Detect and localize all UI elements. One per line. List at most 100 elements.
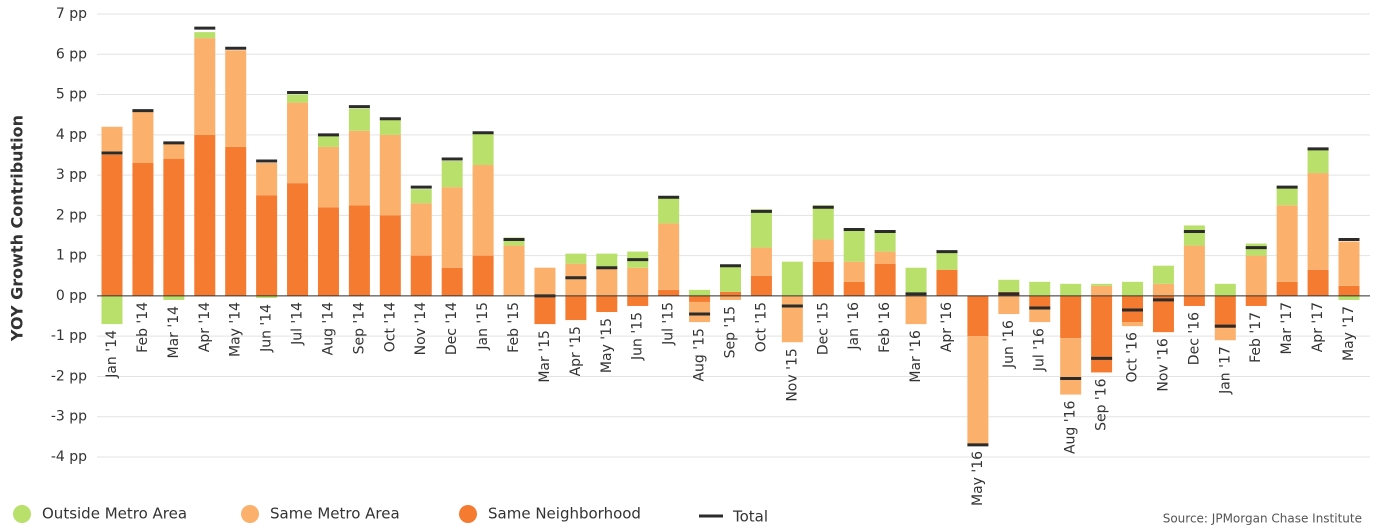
bar-segment xyxy=(256,295,278,298)
x-tick-label: Nov '15 xyxy=(784,348,800,401)
bar-segment xyxy=(1276,281,1298,296)
x-tick-label: Feb '16 xyxy=(877,302,893,353)
bar-segment xyxy=(441,187,463,268)
bar-segment xyxy=(1152,265,1174,284)
bar-segment xyxy=(503,245,525,296)
legend-swatch xyxy=(13,505,31,523)
y-tick-label: 0 pp xyxy=(56,288,87,304)
x-tick-label: Feb '14 xyxy=(135,302,151,353)
x-tick-label: May '16 xyxy=(970,451,986,506)
y-tick-label: 3 pp xyxy=(56,167,87,183)
x-tick-label: Mar '15 xyxy=(537,330,553,383)
bar-segment xyxy=(534,267,556,296)
x-tick-label: Oct '15 xyxy=(753,302,769,352)
bar-segment xyxy=(1122,281,1144,296)
x-tick-label: Nov '16 xyxy=(1155,338,1171,392)
x-tick-label: Aug '15 xyxy=(692,328,708,381)
bar-segment xyxy=(348,130,370,206)
bar-segment xyxy=(472,132,494,166)
bar-segment xyxy=(1060,338,1082,395)
bar-segment xyxy=(565,295,587,321)
bar-segment xyxy=(1276,205,1298,282)
bar-segment xyxy=(287,94,309,103)
x-tick-label: Jul '16 xyxy=(1032,328,1048,372)
bar-segment xyxy=(1091,283,1113,286)
bar-segment xyxy=(534,295,556,325)
x-tick-label: Apr '17 xyxy=(1310,302,1326,352)
bar-segment xyxy=(1214,283,1236,296)
bar-segment xyxy=(565,263,587,296)
bar-segment xyxy=(101,295,123,325)
bar-segment xyxy=(1152,283,1174,296)
bar-segment xyxy=(317,146,339,208)
bar-segment xyxy=(1245,243,1267,256)
bar-segment xyxy=(132,163,154,296)
x-tick-label: Feb '17 xyxy=(1248,312,1264,363)
bar-segment xyxy=(750,275,772,296)
bar-segment xyxy=(565,253,587,264)
bar-segment xyxy=(225,146,247,296)
x-tick-label: Apr '15 xyxy=(568,326,584,376)
bar-segment xyxy=(1338,285,1360,296)
bar-segment xyxy=(1245,295,1267,306)
y-tick-label: 7 pp xyxy=(56,6,87,22)
bar-segment xyxy=(317,134,339,147)
bar-segment xyxy=(1029,281,1051,296)
y-tick-label: 1 pp xyxy=(56,248,87,264)
bar-segment xyxy=(689,289,711,296)
bar-segment xyxy=(225,50,247,147)
bar-segment xyxy=(627,267,649,296)
bar-segment xyxy=(163,295,185,300)
x-tick-label: Jan '14 xyxy=(104,330,120,379)
bar-segment xyxy=(410,203,432,256)
bar-segment xyxy=(781,261,803,296)
bar-segment xyxy=(998,295,1020,315)
bar-segment xyxy=(101,126,123,155)
bar-segment xyxy=(1338,295,1360,300)
y-tick-label: 6 pp xyxy=(56,46,87,62)
bar-segment xyxy=(379,118,401,135)
legend-swatch xyxy=(241,505,259,523)
bar-segment xyxy=(689,295,711,302)
bar-segment xyxy=(287,183,309,296)
bar-segment xyxy=(1152,295,1174,333)
x-tick-label: May '17 xyxy=(1341,306,1357,361)
legend-label: Same Neighborhood xyxy=(488,505,641,523)
x-tick-label: Jun '15 xyxy=(630,312,646,361)
y-tick-label: 5 pp xyxy=(56,87,87,103)
x-tick-label: Sep '14 xyxy=(351,302,367,355)
source: Source: JPMorgan Chase Institute xyxy=(1163,512,1362,526)
y-tick-label: -3 pp xyxy=(51,409,87,425)
bar-segment xyxy=(472,165,494,256)
bar-segment xyxy=(1214,328,1236,341)
bar-segment xyxy=(998,279,1020,292)
bar-segment xyxy=(658,223,680,290)
bar-segment xyxy=(596,267,618,296)
x-tick-label: Jan '17 xyxy=(1217,346,1233,395)
x-tick-label: Mar '16 xyxy=(908,330,924,383)
bar-segment xyxy=(163,142,185,159)
bar-segment xyxy=(1307,173,1329,270)
x-tick-label: May '14 xyxy=(228,302,244,357)
x-tick-label: Jul '15 xyxy=(661,302,677,346)
x-tick-label: Oct '16 xyxy=(1125,332,1141,382)
x-tick-label: Sep '16 xyxy=(1094,378,1110,431)
bar-segment xyxy=(1060,295,1082,339)
bar-segment xyxy=(1307,269,1329,296)
bar-segment xyxy=(720,291,741,296)
bar-segment xyxy=(1060,283,1082,296)
x-tick-label: Jun '16 xyxy=(1001,320,1017,369)
bar-segment xyxy=(1307,148,1329,174)
bar-segment xyxy=(720,265,741,292)
bar-segment xyxy=(163,158,185,296)
bar-segment xyxy=(905,267,927,296)
bar-segment xyxy=(812,261,834,296)
x-tick-label: Aug '14 xyxy=(320,302,336,356)
bar-segment xyxy=(410,189,432,204)
bar-segment xyxy=(194,32,216,39)
bar-segment xyxy=(1091,295,1113,373)
x-tick-label: Jan '16 xyxy=(846,302,862,351)
x-tick-label: Dec '14 xyxy=(444,302,460,355)
